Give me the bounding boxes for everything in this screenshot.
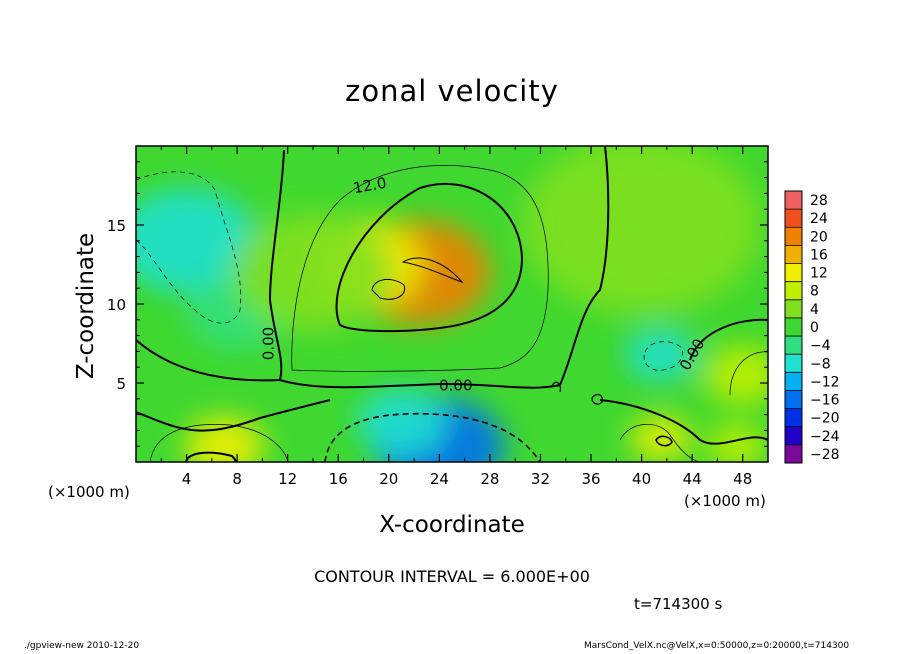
x-tick-label: 44 — [683, 470, 702, 488]
colorbar-label: −12 — [810, 374, 840, 390]
x-tick-label: 36 — [581, 470, 600, 488]
colorbar-label: 16 — [810, 247, 828, 263]
field-blob — [706, 423, 767, 462]
colorbar-label: −8 — [810, 356, 831, 372]
colorbar-label: 0 — [810, 320, 819, 336]
x-tick-label: 16 — [329, 470, 348, 488]
x-tick-label: 8 — [232, 470, 242, 488]
colorbar-segment — [785, 191, 802, 210]
contour-12-right-bottom — [655, 435, 673, 447]
colorbar-label: 8 — [810, 284, 819, 300]
x-tick-label: 48 — [733, 470, 752, 488]
contour-6-right-bottom — [619, 423, 701, 462]
heatmap-field — [136, 146, 768, 462]
colorbar-segment — [785, 444, 802, 464]
time-label: t=714300 s — [634, 595, 723, 613]
colorbar-segment — [785, 372, 802, 391]
x-unit-label-right: (×1000 m) — [684, 492, 766, 510]
colorbar-label: −28 — [810, 447, 840, 463]
colorbar-label: 20 — [810, 229, 828, 245]
contour-interval-note: CONTOUR INTERVAL = 6.000E+00 — [314, 567, 590, 586]
contour-neg6-left — [136, 171, 242, 324]
contour-neg6-bottom — [324, 412, 541, 462]
chart-title: zonal velocity — [345, 74, 559, 108]
colorbar-segment — [785, 354, 802, 373]
contour-neg6-right — [643, 341, 683, 371]
x-tick-label: 4 — [182, 470, 192, 488]
y-axis-label: Z-coordinate — [73, 232, 99, 380]
colorbar-label: −20 — [810, 411, 840, 427]
contour-0-loop — [591, 393, 603, 405]
colorbar-segment — [785, 263, 802, 283]
contour-12 — [335, 182, 524, 333]
colorbar-segment — [785, 408, 802, 428]
contour-label: 0.00 — [439, 376, 472, 394]
colorbar-segment — [785, 281, 802, 301]
footer-left: ./gpview-new 2010-12-20 — [24, 641, 140, 651]
contour-label-text: 12.0 — [352, 174, 388, 198]
contour-6-left-bottom — [149, 424, 289, 462]
contour-lines — [136, 146, 768, 462]
colorbar-segment — [785, 209, 802, 228]
contour-label: 12.0 — [352, 174, 388, 198]
colorbar-label: 4 — [810, 302, 819, 318]
contour-0-bottom — [136, 399, 331, 432]
field-blob — [356, 388, 447, 457]
colorbar: 28 24 20 16 12 8 4 0 −4 −8 −12 −16 −20 −24 −28 — [784, 190, 840, 464]
field-blob — [702, 345, 768, 406]
contour-0-right — [599, 399, 768, 445]
contour-0-left — [136, 149, 285, 382]
field-blob — [630, 415, 691, 461]
contour-18 — [401, 257, 464, 284]
x-axis-label: X-coordinate — [379, 512, 525, 538]
colorbar-segment — [785, 426, 802, 446]
x-tick-label: 24 — [430, 470, 449, 488]
y-tick-label: 15 — [107, 217, 126, 235]
colorbar-label: 12 — [810, 266, 828, 282]
field-blob — [521, 146, 762, 315]
colorbar-label: 28 — [810, 193, 828, 209]
contour-18b — [371, 278, 406, 300]
y-tick-label: 10 — [107, 296, 126, 314]
colorbar-segment — [785, 245, 802, 265]
colorbar-segment — [785, 227, 802, 246]
x-tick-label: 28 — [480, 470, 499, 488]
x-tick-label: 40 — [632, 470, 651, 488]
contour-label-text: 0.00 — [260, 327, 278, 360]
colorbar-segment — [785, 390, 802, 410]
contour-label: 0.00 — [260, 327, 278, 360]
contour-label-text: 0.00 — [439, 376, 472, 394]
field-blob — [625, 328, 696, 381]
x-tick-label: 32 — [531, 470, 550, 488]
contour-6 — [291, 165, 549, 372]
colorbar-label: −24 — [810, 429, 840, 445]
colorbar-label: −4 — [810, 338, 831, 354]
colorbar-segment — [785, 299, 802, 319]
contour-0-dip — [551, 381, 561, 393]
x-tick-label: 12 — [278, 470, 297, 488]
x-unit-label-left: (×1000 m) — [48, 483, 130, 501]
colorbar-segment — [785, 317, 802, 337]
y-tick-label: 5 — [116, 375, 126, 393]
field-blob — [136, 188, 257, 294]
footer-right: MarsCond_VelX.nc@VelX,x=0:50000,z=0:2000… — [584, 641, 850, 651]
colorbar-label: 24 — [810, 211, 828, 227]
x-tick-label: 20 — [379, 470, 398, 488]
colorbar-label: −16 — [810, 393, 840, 409]
contour-6-right — [729, 351, 768, 396]
field-blob — [232, 212, 393, 333]
colorbar-segment — [785, 336, 802, 355]
contour-0-right-upper — [689, 318, 768, 361]
